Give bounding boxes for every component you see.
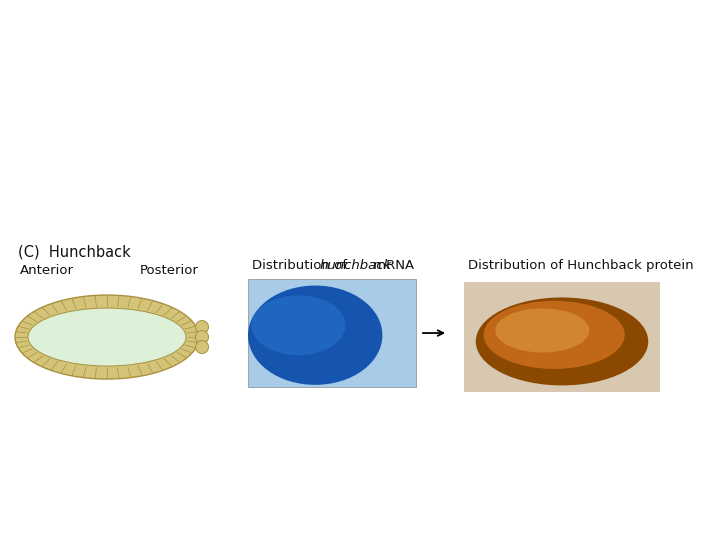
Text: Distribution of Hunchback protein: Distribution of Hunchback protein bbox=[468, 259, 693, 272]
Text: (C)  Hunchback: (C) Hunchback bbox=[18, 244, 131, 259]
Ellipse shape bbox=[476, 298, 648, 386]
Ellipse shape bbox=[28, 308, 186, 366]
Text: hunchback: hunchback bbox=[320, 259, 392, 272]
Ellipse shape bbox=[248, 286, 382, 385]
Ellipse shape bbox=[251, 295, 346, 355]
Text: mRNA: mRNA bbox=[369, 259, 414, 272]
Bar bbox=[464, 282, 660, 392]
Text: Determine the Anterior–Posterior Axis (Part 2): Determine the Anterior–Posterior Axis (P… bbox=[9, 58, 472, 77]
Ellipse shape bbox=[495, 308, 590, 353]
Bar bbox=[248, 279, 416, 387]
Circle shape bbox=[196, 341, 209, 354]
Ellipse shape bbox=[484, 301, 625, 369]
Text: Anterior: Anterior bbox=[20, 264, 74, 277]
Text: Figure 19.12  Concentrations of Bicoid and Nanos Proteins: Figure 19.12 Concentrations of Bicoid an… bbox=[9, 18, 595, 37]
Text: Distribution of: Distribution of bbox=[252, 259, 351, 272]
Circle shape bbox=[196, 330, 209, 343]
Ellipse shape bbox=[15, 295, 199, 379]
Text: Posterior: Posterior bbox=[140, 264, 199, 277]
Circle shape bbox=[196, 321, 209, 334]
